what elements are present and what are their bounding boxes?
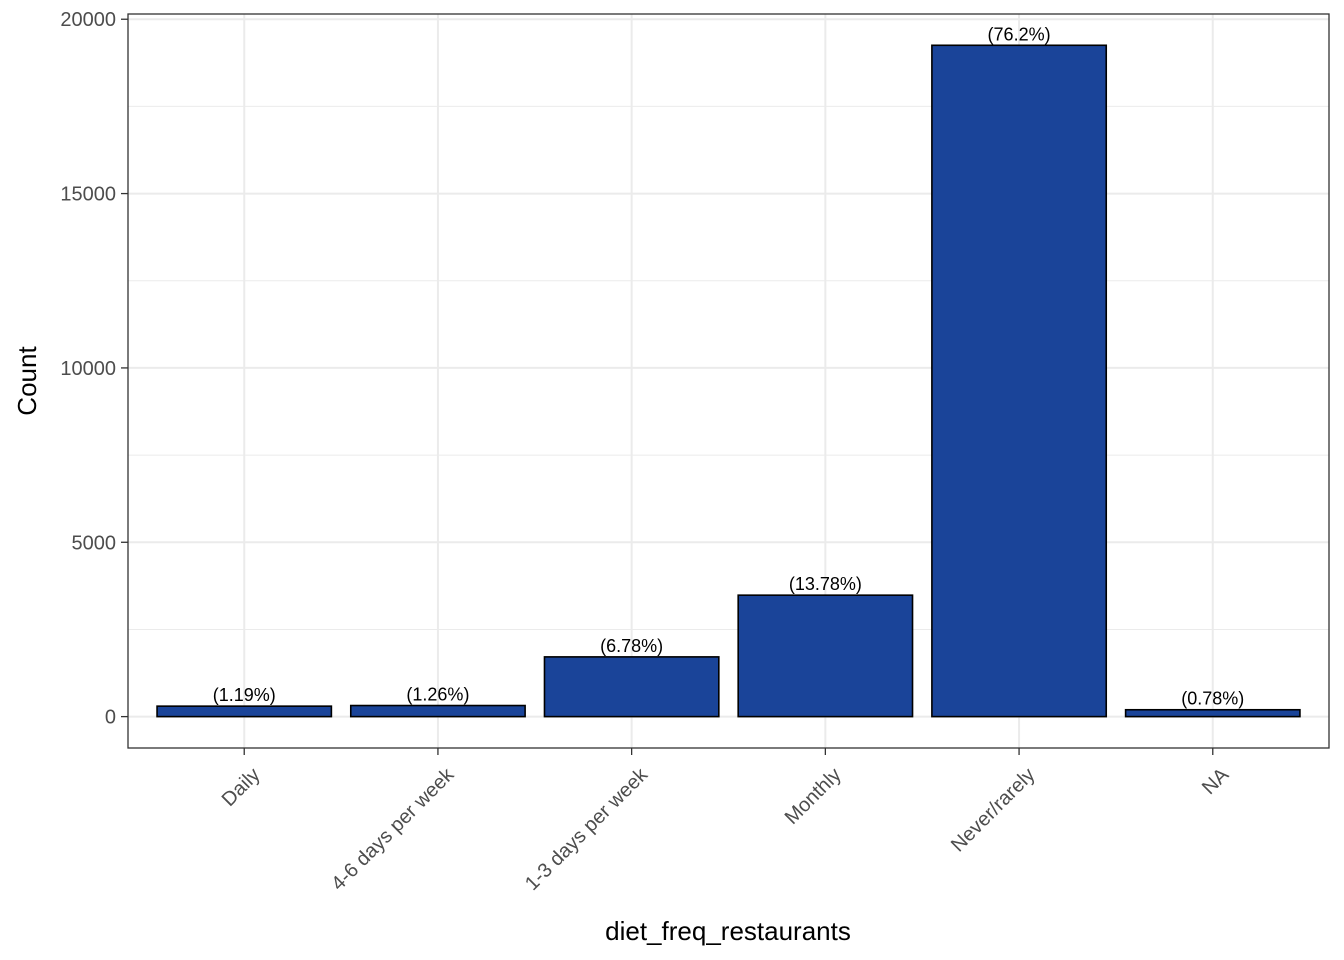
panel-border (127, 13, 1330, 749)
bar-data-label: (0.78%) (1181, 689, 1244, 709)
bar (737, 594, 914, 718)
bar-data-label: (6.78%) (600, 636, 663, 656)
y-tick-label: 5000 (72, 532, 117, 554)
y-tick-label: 10000 (60, 358, 116, 380)
bar (543, 656, 720, 718)
y-tick-label: 20000 (60, 9, 116, 31)
x-axis-title: diet_freq_restaurants (605, 916, 851, 946)
bar-data-label: (1.26%) (406, 685, 469, 705)
bar-data-label: (13.78%) (789, 574, 862, 594)
bar-data-label: (1.19%) (213, 685, 276, 705)
bar (156, 705, 333, 718)
data-labels: (1.19%) (1.26%) (6.78%) (13.78%) (76.2%) (0.7… (213, 24, 1245, 708)
bars (156, 44, 1301, 718)
bar (349, 704, 526, 718)
y-tick-label: 15000 (60, 184, 116, 206)
bar-data-label: (76.2%) (988, 24, 1051, 44)
y-tick-label: 0 (105, 707, 116, 729)
bar (931, 44, 1108, 718)
y-axis: 0 5000 10000 15000 20000 (60, 9, 128, 729)
y-axis-title: Count (12, 346, 42, 416)
bar (1124, 708, 1301, 718)
